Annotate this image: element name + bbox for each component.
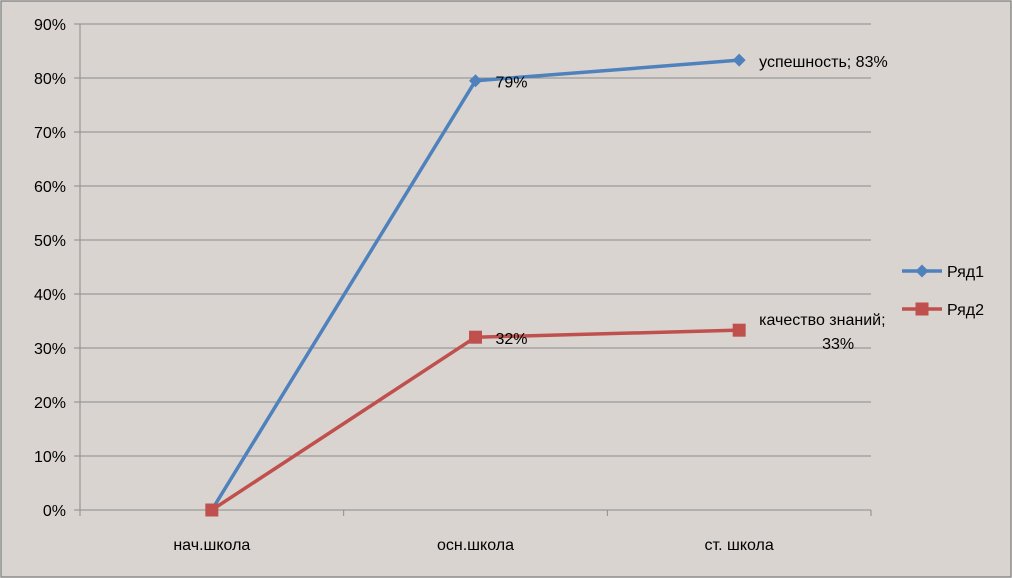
data-label: успешность; 83% (759, 54, 888, 71)
y-tick-label: 40% (34, 287, 66, 304)
data-label: 79% (496, 75, 528, 92)
y-tick-label: 30% (34, 341, 66, 358)
data-label: 33% (822, 336, 854, 353)
y-tick-label: 10% (34, 449, 66, 466)
x-tick-label: ст. школа (705, 537, 774, 554)
series (205, 53, 746, 517)
y-tick-label: 90% (34, 17, 66, 34)
legend: Ряд1 Ряд2 (902, 264, 984, 319)
series-2-point (469, 330, 482, 344)
series-2-point (732, 323, 746, 337)
y-tick-label: 50% (34, 233, 66, 250)
gridlines (80, 23, 871, 457)
data-labels: 79% успешность; 83% 32% качество знаний; 33% (496, 54, 888, 353)
data-label: 32% (496, 331, 528, 348)
legend-marker-2 (915, 302, 929, 316)
y-tick-label: 70% (34, 125, 66, 142)
y-tick-label: 80% (34, 71, 66, 88)
y-tick-label: 0% (43, 503, 66, 520)
x-tick-label: осн.школа (437, 537, 514, 554)
data-label: качество знаний; (759, 312, 885, 329)
y-tick-label: 20% (34, 395, 66, 412)
legend-label-1: Ряд1 (947, 264, 984, 281)
series-1-point (469, 74, 482, 88)
y-tick-label: 60% (34, 179, 66, 196)
series-2-point (205, 503, 219, 517)
x-tick-label: нач.школа (173, 537, 250, 554)
series-1-point (732, 53, 746, 67)
legend-marker-1 (915, 264, 929, 278)
legend-label-2: Ряд2 (947, 302, 984, 319)
